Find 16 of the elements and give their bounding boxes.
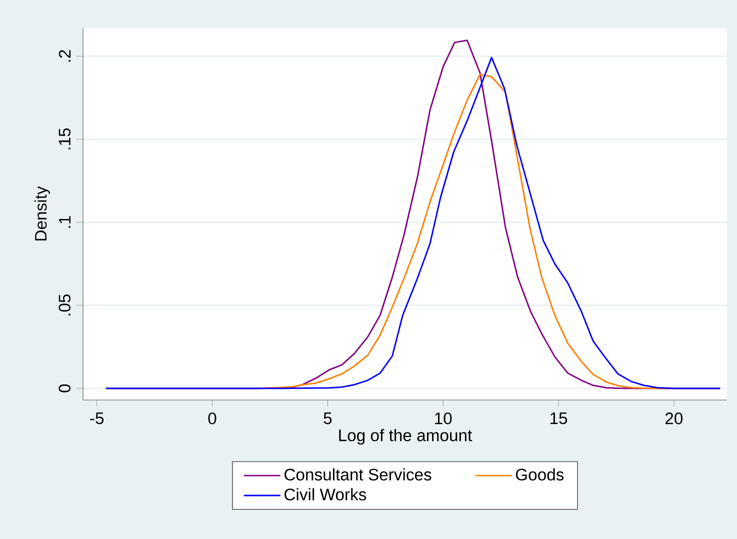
y-tick-label: .15: [58, 128, 71, 150]
x-tick-label: 10: [435, 412, 452, 424]
legend-label: Consultant Services: [284, 468, 432, 481]
y-tick-label: .2: [58, 50, 71, 62]
y-tick-label: 0: [58, 384, 71, 392]
x-tick-label: 0: [208, 412, 216, 424]
x-tick-label: 15: [550, 412, 568, 424]
legend-label: Goods: [516, 468, 564, 481]
y-axis-title: Density: [34, 186, 50, 240]
x-axis-title: Log of the amount: [339, 428, 472, 445]
legend-label: Civil Works: [284, 488, 366, 500]
y-tick-label: .05: [58, 294, 71, 316]
y-tick-label: .1: [59, 216, 71, 228]
x-tick-label: 5: [324, 412, 332, 424]
x-tick-label: -5: [90, 412, 104, 424]
x-tick-label: 20: [665, 412, 683, 424]
